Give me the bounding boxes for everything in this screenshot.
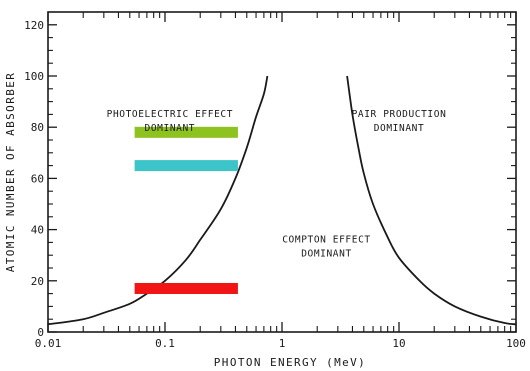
x-tick-label: 1 bbox=[279, 337, 286, 350]
region-label-pair: DOMINANT bbox=[374, 123, 425, 134]
y-tick-label: 80 bbox=[31, 121, 44, 134]
tick-labels: 0.01 0.1 1 10 100 0 20 40 60 80 100 120 bbox=[24, 19, 526, 350]
y-axis-title: ATOMIC NUMBER OF ABSORBER bbox=[4, 72, 17, 273]
x-tick-label: 10 bbox=[392, 337, 405, 350]
x-tick-label: 0.1 bbox=[155, 337, 175, 350]
y-tick-label: 40 bbox=[31, 224, 44, 237]
y-tick-label: 20 bbox=[31, 275, 44, 288]
curves bbox=[47, 75, 517, 326]
curve-photo-compton bbox=[47, 75, 269, 326]
region-label-photoelectric: PHOTOELECTRIC EFFECT bbox=[107, 109, 233, 120]
y-tick-label: 60 bbox=[31, 172, 44, 185]
axes bbox=[47, 11, 517, 333]
y-tick-label: 120 bbox=[24, 19, 44, 32]
regions: PHOTOELECTRIC EFFECT DOMINANT COMPTON EFFE… bbox=[107, 109, 447, 259]
curve-compton-pair bbox=[346, 75, 517, 326]
marker-bar-red bbox=[134, 282, 238, 294]
region-label-compton: COMPTON EFFECT bbox=[282, 234, 370, 245]
marker-bar-green bbox=[134, 126, 238, 138]
region-label-photoelectric: DOMINANT bbox=[145, 123, 196, 134]
y-tick-label: 100 bbox=[24, 70, 44, 83]
y-tick-label: 0 bbox=[37, 326, 44, 339]
x-tick-label: 0.01 bbox=[35, 337, 62, 350]
markers bbox=[134, 126, 238, 294]
region-label-compton: DOMINANT bbox=[301, 248, 352, 259]
region-label-pair: PAIR PRODUCTION bbox=[352, 109, 447, 120]
minor-ticks bbox=[48, 12, 516, 332]
x-tick-label: 100 bbox=[506, 337, 526, 350]
x-axis-title: PHOTON ENERGY (MeV) bbox=[214, 356, 366, 369]
plot-frame bbox=[47, 11, 517, 333]
marker-bar-cyan bbox=[134, 160, 238, 172]
